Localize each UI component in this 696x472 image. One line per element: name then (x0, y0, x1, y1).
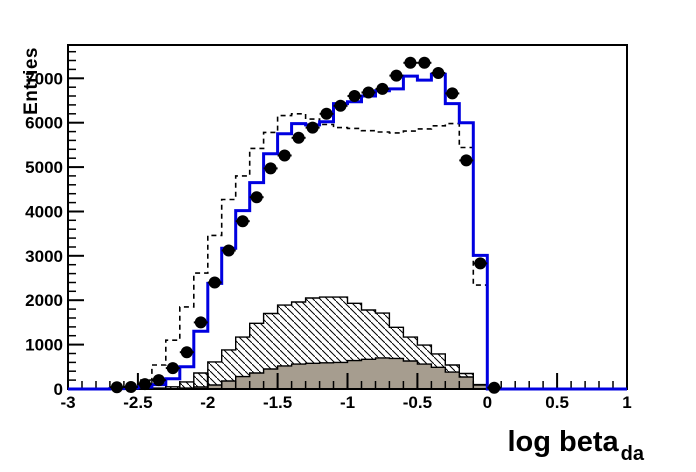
data-point-marker (376, 82, 389, 95)
x-axis-tick-label: 0.5 (545, 393, 569, 412)
y-axis-tick-label: 7000 (25, 69, 63, 88)
data-point-marker (138, 378, 151, 391)
x-axis-tick-label: -1 (340, 393, 355, 412)
x-axis-tick-label: 1 (622, 393, 631, 412)
data-point-marker (418, 56, 431, 69)
data-point-marker (236, 215, 249, 228)
y-axis-title: Entries (21, 47, 42, 115)
y-axis-tick-label: 4000 (25, 203, 63, 222)
data-point-marker (320, 107, 333, 120)
data-point-marker (124, 381, 137, 393)
y-axis-tick-label: 2000 (25, 291, 63, 310)
data-point-marker (488, 381, 501, 394)
data-point-marker (390, 69, 403, 82)
data-point-marker (194, 316, 207, 329)
data-point-marker (292, 131, 305, 144)
y-axis-tick-label: 1000 (25, 336, 63, 355)
solid-blue-histogram (68, 72, 627, 391)
data-point-marker (348, 90, 361, 102)
data-point-marker (362, 86, 375, 99)
data-point-marker (152, 374, 165, 387)
y-axis-tick-label: 3000 (25, 247, 63, 266)
data-point-marker (446, 87, 459, 100)
y-axis-tick-label: 5000 (25, 158, 63, 177)
data-point-marker (334, 99, 347, 112)
x-axis-tick-label: -2.5 (123, 393, 152, 412)
dashed-histogram (68, 113, 627, 390)
data-point-marker (180, 346, 193, 359)
data-point-marker (250, 191, 263, 204)
x-axis-tick-label: -1.5 (263, 393, 292, 412)
x-axis-tick-label: -0.5 (403, 393, 432, 412)
y-axis-tick-label: 0 (54, 380, 63, 399)
data-point-marker (404, 56, 417, 69)
data-point-marker (460, 154, 473, 167)
x-axis-title-subscript: da (620, 443, 644, 465)
x-axis-tick-label: -2 (200, 393, 215, 412)
data-point-marker (306, 121, 319, 134)
x-axis-tick-label: 0 (483, 393, 492, 412)
x-axis-tick-label: -3 (60, 393, 75, 412)
data-point-marker (432, 67, 445, 79)
x-axis-title-text: log beta (507, 426, 619, 458)
data-point-marker (474, 257, 487, 270)
data-point-marker (166, 362, 179, 375)
y-axis-tick-label: 6000 (25, 114, 63, 133)
data-point-marker (222, 244, 235, 257)
data-point-marker (278, 149, 291, 162)
data-point-marker (208, 276, 221, 289)
x-axis-title: log beta da (507, 426, 644, 465)
data-point-marker (110, 381, 123, 394)
data-point-marker (264, 162, 277, 175)
